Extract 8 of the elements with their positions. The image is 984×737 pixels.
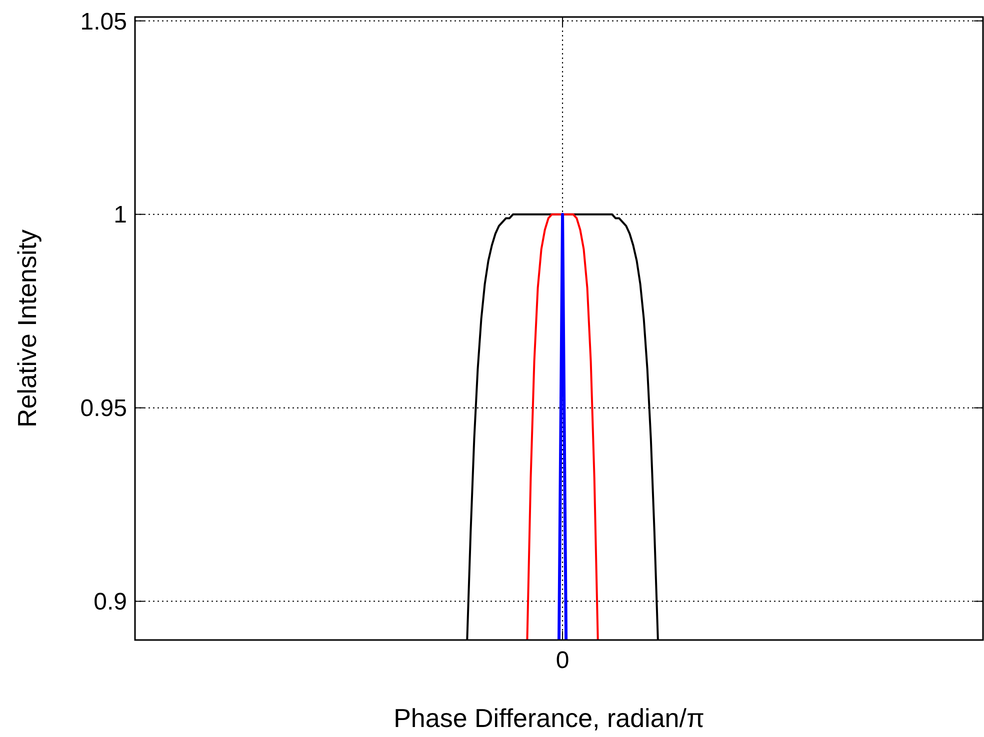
y-axis-title: Relative Intensity	[12, 230, 42, 428]
y-tick-label: 1.05	[80, 8, 127, 36]
y-tick-label: 0.9	[94, 588, 127, 616]
x-tick-label: 0	[556, 647, 570, 674]
line-series	[526, 213, 599, 640]
y-tick-label: 1	[114, 202, 127, 229]
y-tick-label: 0.95	[80, 395, 127, 422]
x-axis-title: Phase Differance, radian/π	[394, 703, 704, 733]
